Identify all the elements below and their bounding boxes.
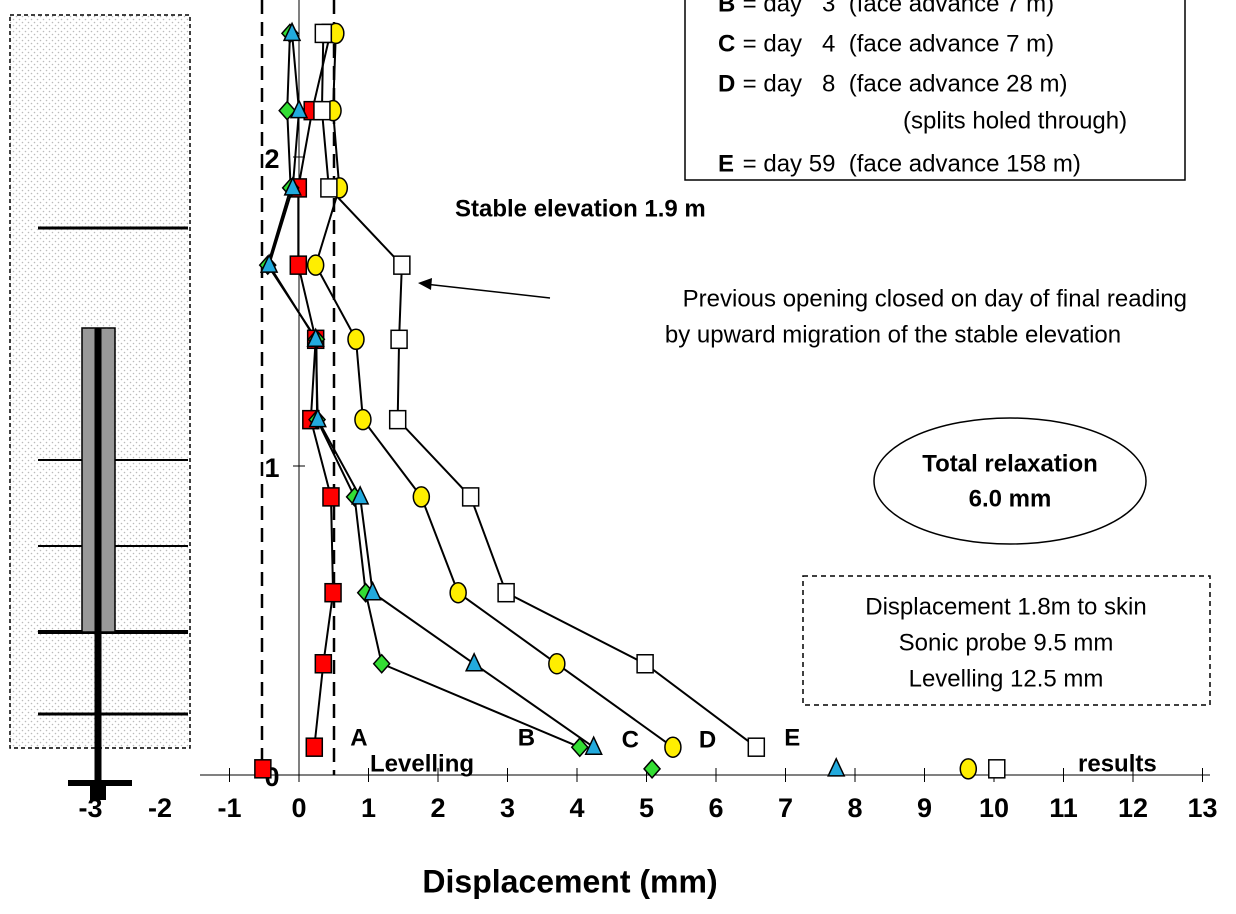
annotation: Stable elevation 1.9 m bbox=[455, 195, 706, 222]
legend-text: = day 8 (face advance 28 m) bbox=[736, 70, 1068, 97]
marker bbox=[643, 758, 662, 779]
x-tick-label: 10 bbox=[979, 793, 1009, 823]
series-line bbox=[266, 33, 581, 749]
x-tick-label: -2 bbox=[148, 793, 172, 823]
legend-key: B bbox=[718, 0, 735, 17]
marker bbox=[372, 653, 391, 674]
annotation: Sonic probe 9.5 mm bbox=[899, 629, 1114, 656]
annotation: Total relaxation bbox=[922, 450, 1098, 477]
legend-key: E bbox=[718, 150, 734, 177]
borehole-log bbox=[9, 14, 191, 800]
marker bbox=[497, 582, 515, 603]
arrow bbox=[424, 283, 551, 299]
marker bbox=[449, 581, 467, 604]
marker bbox=[390, 329, 408, 350]
x-tick-label: 0 bbox=[291, 793, 306, 823]
marker bbox=[314, 654, 333, 674]
series-line bbox=[297, 33, 335, 748]
x-tick-label: 2 bbox=[430, 793, 445, 823]
info-box bbox=[802, 575, 1211, 706]
marker bbox=[259, 253, 279, 273]
y-tick-label: 2 bbox=[264, 144, 279, 174]
marker bbox=[412, 486, 431, 508]
legend-box bbox=[684, 0, 1186, 181]
marker bbox=[306, 254, 325, 276]
marker bbox=[388, 409, 407, 430]
annotation: Levelling bbox=[370, 750, 474, 777]
x-tick-label: 12 bbox=[1118, 793, 1148, 823]
x-tick-label: 9 bbox=[917, 793, 932, 823]
annotation: Previous opening closed on day of final … bbox=[683, 285, 1187, 312]
series-label: C bbox=[622, 727, 639, 754]
marker bbox=[320, 178, 338, 198]
series-label: B bbox=[518, 725, 535, 752]
legend: B = day 3 (face advance 7 m)C = day 4 (f… bbox=[718, 0, 1127, 177]
series-label: D bbox=[699, 727, 716, 754]
x-tick-label: 11 bbox=[1049, 793, 1078, 823]
marker bbox=[308, 407, 327, 428]
marker bbox=[306, 327, 325, 348]
marker bbox=[305, 737, 324, 757]
marker bbox=[278, 100, 297, 121]
marker bbox=[289, 255, 308, 275]
marker bbox=[664, 736, 682, 758]
marker bbox=[254, 759, 272, 779]
x-tick-label: 4 bbox=[569, 793, 584, 823]
x-tick-label: -1 bbox=[217, 793, 241, 823]
marker bbox=[314, 23, 333, 44]
annotation: by upward migration of the stable elevat… bbox=[665, 321, 1121, 348]
annotation: results bbox=[1078, 750, 1157, 777]
marker bbox=[636, 654, 654, 674]
marker bbox=[747, 737, 766, 757]
marker bbox=[584, 735, 603, 755]
marker bbox=[988, 759, 1006, 779]
marker bbox=[283, 176, 302, 196]
series-label: E bbox=[784, 725, 800, 752]
x-tick-label: 1 bbox=[361, 793, 376, 823]
series-label: A bbox=[350, 725, 367, 752]
marker bbox=[282, 21, 302, 42]
x-tick-label: 3 bbox=[500, 793, 515, 823]
legend-text: = day 3 (face advance 7 m) bbox=[736, 0, 1054, 17]
marker bbox=[461, 487, 480, 507]
series-line bbox=[268, 33, 595, 749]
legend-text: = day 4 (face advance 7 m) bbox=[736, 30, 1054, 57]
x-tick-label: 6 bbox=[708, 793, 723, 823]
marker bbox=[363, 580, 382, 601]
marker bbox=[959, 758, 978, 780]
relaxation-ellipse bbox=[873, 417, 1147, 545]
annotation: Displacement 1.8m to skin bbox=[865, 593, 1146, 620]
marker bbox=[464, 651, 484, 672]
arrow-head bbox=[418, 278, 432, 290]
legend-text: = day 59 (face advance 158 m) bbox=[736, 150, 1081, 177]
legend-key: D bbox=[718, 70, 735, 97]
marker bbox=[313, 100, 331, 121]
legend-key: C bbox=[718, 30, 735, 57]
marker bbox=[289, 98, 309, 119]
x-tick-label: 7 bbox=[778, 793, 793, 823]
marker bbox=[393, 255, 411, 275]
marker bbox=[354, 408, 372, 431]
marker bbox=[324, 582, 342, 603]
y-tick-label: 1 bbox=[264, 453, 279, 483]
x-axis-title: Displacement (mm) bbox=[422, 863, 717, 899]
marker bbox=[570, 737, 589, 758]
x-tick-label: -3 bbox=[78, 793, 102, 823]
x-tick-label: 8 bbox=[847, 793, 862, 823]
marker bbox=[548, 653, 566, 675]
series-line bbox=[320, 33, 757, 748]
marker bbox=[827, 757, 846, 777]
series-line bbox=[314, 33, 674, 749]
marker bbox=[322, 487, 340, 507]
legend-text: (splits holed through) bbox=[903, 107, 1127, 134]
annotation: 6.0 mm bbox=[969, 485, 1052, 512]
marker bbox=[350, 485, 370, 505]
marker bbox=[347, 328, 365, 351]
x-tick-label: 13 bbox=[1187, 793, 1217, 823]
x-tick-label: 5 bbox=[639, 793, 654, 823]
annotation: Levelling 12.5 mm bbox=[909, 665, 1104, 692]
